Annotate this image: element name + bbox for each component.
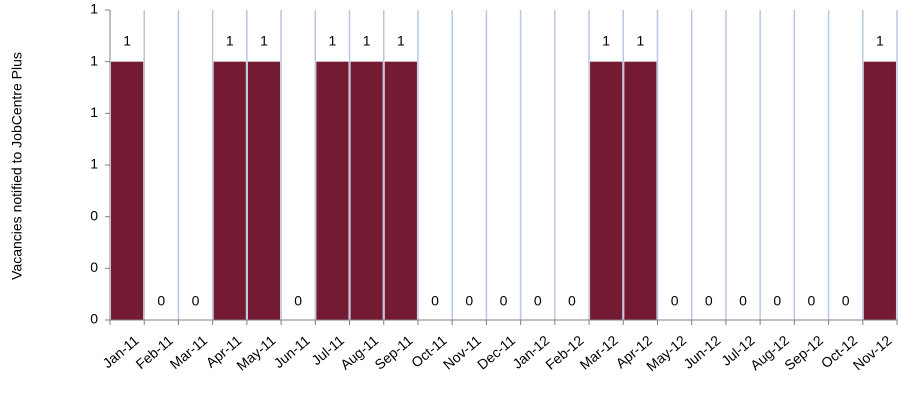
data-label: 0 <box>294 293 302 309</box>
y-tick-label: 0 <box>90 207 98 223</box>
x-tick-label: Feb-12 <box>542 332 586 373</box>
labels: 0001111Jan-11Feb-11Mar-11Apr-11May-11Jun… <box>90 1 894 375</box>
x-tick-label: Dec-11 <box>474 332 518 373</box>
x-tick-label: Mar-11 <box>167 332 211 372</box>
data-label: 1 <box>602 32 610 48</box>
x-tick-label: May-11 <box>233 332 278 374</box>
bar-jul-11 <box>316 61 349 321</box>
bar-apr-12 <box>624 61 657 321</box>
y-axis-label: Vacancies notified to JobCentre Plus <box>9 52 25 280</box>
x-tick-label: Feb-11 <box>132 332 176 372</box>
data-label: 1 <box>226 32 234 48</box>
y-tick-label: 0 <box>90 259 98 275</box>
axes <box>105 9 898 325</box>
bar-may-11 <box>247 61 281 321</box>
data-label: 0 <box>431 293 439 309</box>
x-tick-label: Nov-11 <box>440 332 484 373</box>
x-tick-label: Jan-11 <box>99 332 141 371</box>
x-tick-label: Sep-11 <box>371 332 415 373</box>
x-tick-label: Mar-12 <box>577 332 621 373</box>
x-tick-label: May-12 <box>643 332 689 374</box>
data-label: 0 <box>705 293 713 309</box>
y-tick-label: 0 <box>90 311 98 327</box>
bar-nov-12 <box>863 61 896 321</box>
data-label: 0 <box>568 293 576 309</box>
y-tick-label: 1 <box>90 104 98 120</box>
y-tick-label: 1 <box>90 52 98 68</box>
bar-aug-11 <box>350 61 383 321</box>
y-tick-label: 1 <box>90 1 98 17</box>
data-label: 0 <box>157 293 165 309</box>
x-tick-label: Jun-11 <box>271 332 313 371</box>
bar-apr-11 <box>213 61 246 321</box>
bar-jan-11 <box>111 61 144 321</box>
data-label: 1 <box>260 32 268 48</box>
data-label: 1 <box>123 32 131 48</box>
y-tick-label: 1 <box>90 156 98 172</box>
data-label: 0 <box>842 293 850 309</box>
data-label: 1 <box>397 32 405 48</box>
bars <box>111 61 896 321</box>
bar-mar-12 <box>590 61 623 321</box>
data-label: 1 <box>363 32 371 48</box>
x-tick-label: Jun-12 <box>680 332 723 372</box>
data-label: 0 <box>773 293 781 309</box>
data-label: 1 <box>876 32 884 48</box>
data-label: 1 <box>329 32 337 48</box>
data-label: 0 <box>739 293 747 309</box>
data-label: 0 <box>671 293 679 309</box>
x-tick-label: Sep-12 <box>781 332 826 373</box>
data-label: 0 <box>534 293 542 309</box>
bar-sep-11 <box>384 61 417 321</box>
x-tick-label: Aug-11 <box>337 332 381 373</box>
data-label: 0 <box>192 293 200 309</box>
data-label: 0 <box>500 293 508 309</box>
grid-lines <box>143 10 898 320</box>
x-tick-label: Nov-12 <box>850 332 895 373</box>
data-label: 0 <box>808 293 816 309</box>
data-label: 1 <box>636 32 644 48</box>
data-label: 0 <box>465 293 473 309</box>
